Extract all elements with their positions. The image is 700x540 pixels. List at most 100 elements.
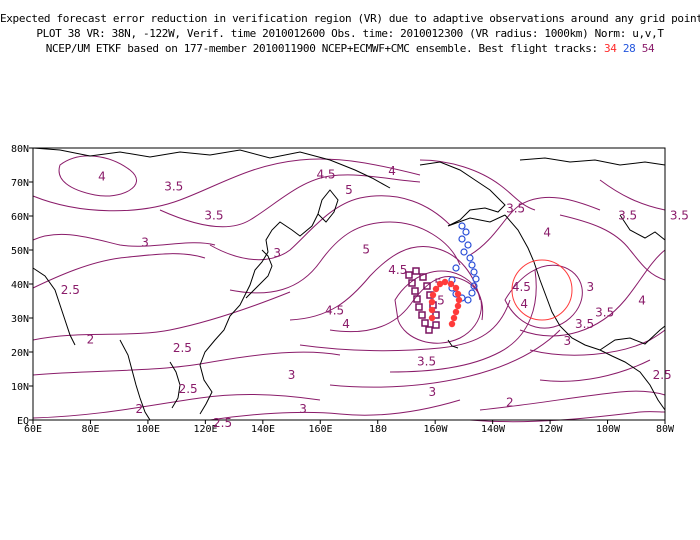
lon-tick-label: 140W <box>481 424 506 435</box>
coastline-canada-north <box>519 157 666 166</box>
track-34-point <box>432 285 440 293</box>
contour-label: 2.5 <box>213 416 232 430</box>
contour-label: 5 <box>437 293 445 307</box>
track-54-point <box>432 321 440 329</box>
track-34-point <box>428 314 436 322</box>
coastline-kamchatka <box>317 189 339 223</box>
contour-label: 3.5 <box>670 208 689 222</box>
track-28-point <box>462 228 470 236</box>
contour-label: 4.5 <box>325 304 344 318</box>
track-34-point <box>452 308 460 316</box>
contour-line <box>559 214 666 281</box>
contour-label: 3.5 <box>204 208 223 222</box>
contour-label: 4.5 <box>316 168 335 182</box>
lat-tick-label: 50N <box>11 246 29 257</box>
verification-region-circle <box>511 259 573 321</box>
coastline-hawaii <box>447 339 459 349</box>
lon-tick-label: 180 <box>369 424 387 435</box>
contour-label: 3 <box>428 385 436 399</box>
contour-line <box>469 411 666 423</box>
track-54-point <box>415 303 423 311</box>
contour-label: 3.5 <box>595 305 614 319</box>
lon-tick-label: 140E <box>251 424 275 435</box>
contour-label: 4 <box>520 297 528 311</box>
track-34-point <box>428 306 436 314</box>
contour-line <box>329 329 561 388</box>
contour-label: 3.5 <box>618 208 637 222</box>
header-line-3-prefix: NCEP/UM ETKF based on 177-member 2010011… <box>45 42 598 55</box>
track-54-point <box>425 326 433 334</box>
track-28-point <box>464 241 472 249</box>
track-34-point <box>454 302 462 310</box>
lat-tick-label: 30N <box>11 314 29 325</box>
contour-line <box>32 253 206 289</box>
lat-tick-label: 20N <box>11 348 29 359</box>
contour-line <box>479 390 666 411</box>
lon-tick-label: 60E <box>24 424 42 435</box>
contour-label: 5 <box>362 242 370 256</box>
contour-label: 2.5 <box>61 283 80 297</box>
contour-line <box>389 269 537 373</box>
contour-label: 2.5 <box>653 368 672 382</box>
lat-tick-label: EQ <box>17 416 29 427</box>
contour-label: 3 <box>564 334 572 348</box>
contour-line <box>329 276 484 333</box>
track-34-label: 34 <box>604 42 617 55</box>
coastline-gulf-of-mexico <box>599 325 666 351</box>
contour-label: 3.5 <box>164 180 183 194</box>
contour-line <box>209 399 461 421</box>
track-28-point <box>466 254 474 262</box>
contour-line <box>32 233 216 247</box>
contour-label: 2.5 <box>173 341 192 355</box>
lon-tick-label: 100E <box>136 424 160 435</box>
contour-label: 3.5 <box>417 355 436 369</box>
contour-label: 2 <box>87 333 95 347</box>
lon-tick-label: 80E <box>81 424 99 435</box>
track-34-point <box>454 290 462 298</box>
track-28-point <box>470 282 478 290</box>
contour-label: 3 <box>586 280 594 294</box>
track-28-point <box>460 248 468 256</box>
coastline-hudson-bay <box>619 214 666 241</box>
latitude-labels: 80N 70N 60N 50N 40N 30N 20N 10N EQ <box>11 144 29 427</box>
track-54-point <box>418 311 426 319</box>
coastline-eurasia <box>32 147 391 189</box>
track-54-point <box>405 271 413 279</box>
track-28-point <box>470 268 478 276</box>
track-54-label: 54 <box>641 42 655 55</box>
contour-label: 4 <box>638 293 646 307</box>
track-28-point <box>468 289 476 297</box>
contour-label: 4 <box>98 169 106 183</box>
contour-label: 4 <box>388 164 396 178</box>
lat-tick-label: 60N <box>11 212 29 223</box>
lon-tick-label: 120E <box>193 424 217 435</box>
track-54-point <box>412 267 420 275</box>
coastline-north-america <box>504 214 666 411</box>
track-54-point <box>421 319 429 327</box>
track-34-point <box>429 291 437 299</box>
track-34-point <box>447 280 455 288</box>
contour-line <box>504 264 583 329</box>
lon-tick-label: 80W <box>656 424 675 435</box>
contour-label: 3 <box>141 236 149 250</box>
track-54-point <box>411 287 419 295</box>
track-28-point <box>468 261 476 269</box>
header-line-2: PLOT 38 VR: 38N, -122W, Verif. time 2010… <box>36 27 664 40</box>
coastline-india <box>32 267 76 346</box>
track-34-point <box>450 314 458 322</box>
track-54-point <box>408 279 416 287</box>
lon-tick-label: 160W <box>423 424 448 435</box>
contour-label: 3 <box>299 402 307 416</box>
contour-line <box>519 249 666 337</box>
contour-label: 3.5 <box>506 202 525 216</box>
track-34-point <box>436 280 444 288</box>
contour-line <box>209 195 451 261</box>
track-28-label: 28 <box>622 42 636 55</box>
lon-tick-label: 120W <box>538 424 563 435</box>
coastline-japan <box>245 249 273 299</box>
track-54-point <box>419 273 427 281</box>
contour-line <box>32 158 421 212</box>
track-28-point <box>452 264 460 272</box>
flight-track-28 <box>448 222 480 304</box>
